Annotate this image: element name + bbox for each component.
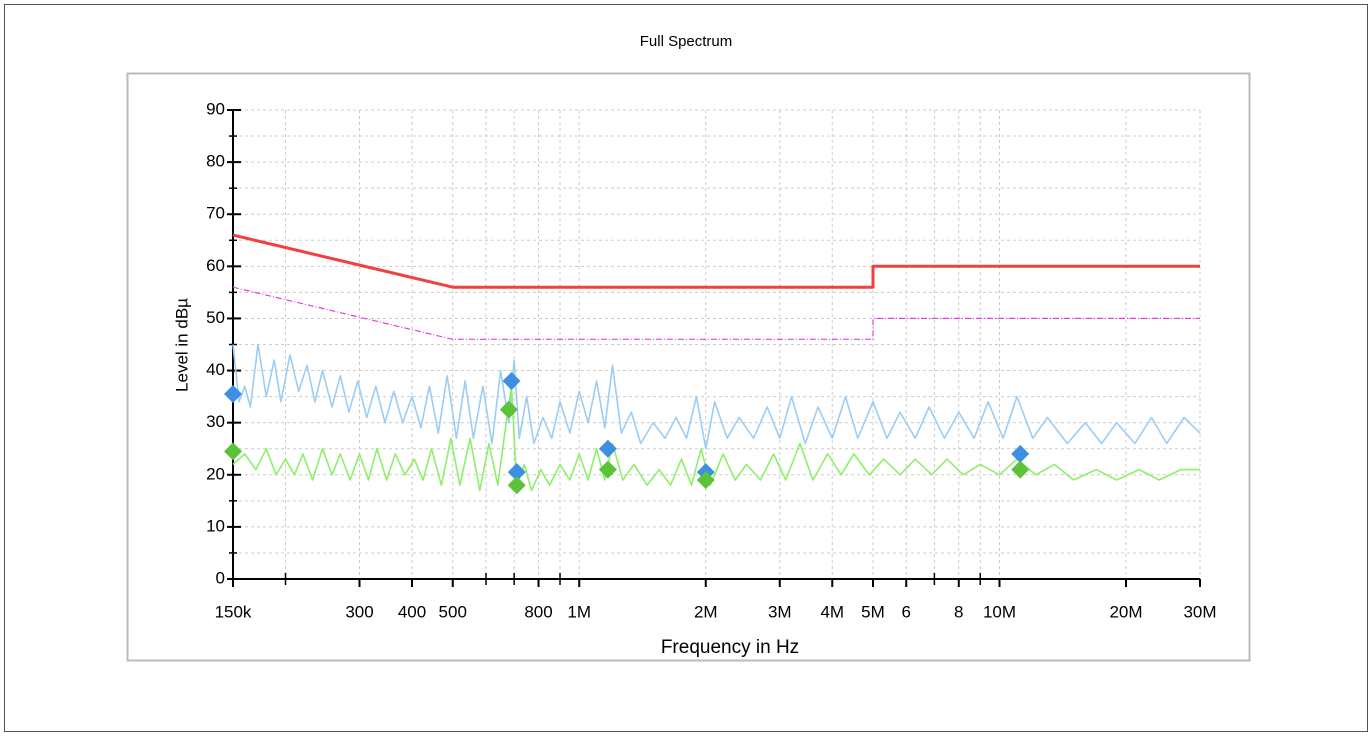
x-tick-label: 150k — [215, 602, 252, 621]
x-tick-label: 400 — [398, 602, 426, 621]
y-tick-label: 20 — [206, 464, 225, 483]
marker — [696, 470, 715, 489]
x-axis-label: Frequency in Hz — [661, 637, 799, 658]
marker — [507, 476, 526, 495]
marker — [598, 460, 617, 479]
y-tick-label: 80 — [206, 152, 225, 171]
x-tick-label: 800 — [524, 602, 552, 621]
y-tick-label: 10 — [206, 516, 225, 535]
marker — [499, 400, 518, 419]
marker — [598, 439, 617, 458]
trace — [232, 343, 1201, 450]
x-tick-label: 30M — [1183, 602, 1216, 621]
marker — [502, 371, 521, 390]
x-tick-label: 20M — [1109, 602, 1142, 621]
y-tick-label: 90 — [206, 99, 225, 118]
x-tick-label: 1M — [567, 602, 591, 621]
x-tick-label: 4M — [820, 602, 844, 621]
trace — [232, 385, 1200, 492]
x-tick-label: 6 — [902, 602, 911, 621]
marker — [1011, 444, 1030, 463]
x-tick-label: 300 — [345, 602, 373, 621]
chart-title: Full Spectrum — [640, 33, 733, 50]
y-tick-label: 60 — [206, 256, 225, 275]
y-axis-label: Level in dBµ — [172, 298, 191, 392]
marker — [224, 442, 242, 461]
marker — [507, 463, 526, 482]
plot-panel — [126, 72, 1251, 662]
trace — [232, 286, 1200, 340]
y-tick-label: 70 — [206, 204, 225, 223]
marker — [1011, 460, 1030, 479]
x-tick-label: 5M — [861, 602, 885, 621]
x-tick-label: 500 — [439, 602, 467, 621]
trace — [232, 233, 1200, 289]
y-tick-label: 50 — [206, 308, 225, 327]
x-tick-label: 8 — [954, 602, 963, 621]
y-tick-label: 30 — [206, 412, 225, 431]
x-tick-label: 10M — [983, 602, 1016, 621]
x-tick-label: 3M — [768, 602, 792, 621]
marker — [224, 385, 242, 404]
y-tick-label: 0 — [216, 568, 225, 587]
x-tick-label: 2M — [694, 602, 718, 621]
y-tick-label: 40 — [206, 360, 225, 379]
